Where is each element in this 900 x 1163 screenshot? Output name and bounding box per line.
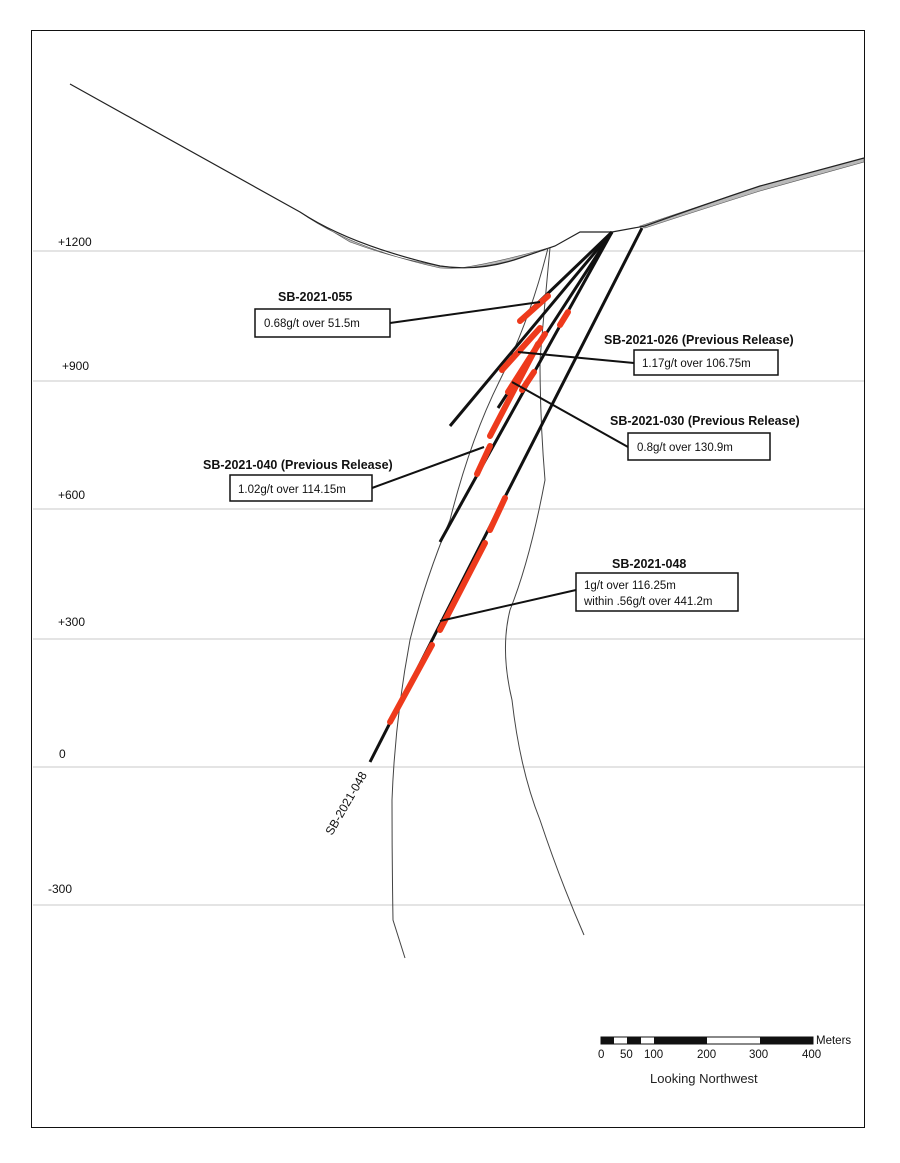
elevation-label: 0 — [59, 747, 66, 761]
topography — [69, 83, 865, 269]
hole-id-label: SB-2021-055 — [278, 290, 352, 304]
scale-bar-segment — [654, 1037, 707, 1044]
leader-055 — [389, 301, 541, 324]
interval-026 — [499, 325, 543, 373]
interval-048-b — [487, 495, 508, 533]
assay-text: 1g/t over 116.25m — [584, 580, 676, 592]
leader-lines — [371, 301, 635, 622]
elevation-label: +1200 — [58, 235, 92, 249]
scale-bar-segment — [760, 1037, 813, 1044]
interval-040-a — [487, 341, 541, 439]
view-direction-caption: Looking Northwest — [650, 1071, 758, 1086]
hole-id-label: SB-2021-040 (Previous Release) — [203, 458, 393, 472]
hole-id-label: SB-2021-026 (Previous Release) — [604, 333, 794, 347]
elevation-label: +900 — [62, 359, 89, 373]
topo-overburden-east — [639, 157, 865, 229]
elevation-label: +300 — [58, 615, 85, 629]
assay-text: within .56g/t over 441.2m — [583, 596, 713, 608]
scale-bar-unit: Meters — [816, 1035, 851, 1047]
scale-tick-label: 100 — [644, 1049, 663, 1061]
figure-frame — [31, 30, 865, 1128]
callout-sb-2021-048: SB-2021-048 1g/t over 116.25m within .56… — [575, 557, 739, 612]
scale-tick-label: 400 — [802, 1049, 821, 1061]
assay-box — [575, 572, 739, 612]
leader-040 — [371, 446, 485, 489]
assay-box — [627, 432, 771, 461]
interval-040-b — [474, 443, 493, 477]
interval-048-c — [437, 540, 488, 633]
elevation-label: +600 — [58, 488, 85, 502]
assay-box — [254, 308, 391, 338]
mineralized-intervals — [387, 293, 571, 725]
topo-overburden — [299, 211, 556, 269]
assay-text: 1.02g/t over 114.15m — [238, 484, 346, 496]
hole-id-label: SB-2021-048 — [612, 557, 686, 571]
assay-box — [633, 349, 779, 376]
interval-048-a — [519, 369, 537, 393]
interval-048-d — [387, 642, 435, 725]
interval-055-a — [517, 293, 551, 324]
callout-sb-2021-055: SB-2021-055 0.68g/t over 51.5m — [254, 290, 391, 338]
geological-contacts — [391, 247, 585, 959]
assay-box — [229, 474, 373, 502]
scale-tick-label: 200 — [697, 1049, 716, 1061]
elevation-labels: +1200 +900 +600 +300 0 -300 — [48, 235, 92, 896]
scale-tick-label: 300 — [749, 1049, 768, 1061]
assay-text: 0.68g/t over 51.5m — [264, 318, 360, 330]
assay-text: 0.8g/t over 130.9m — [637, 442, 733, 454]
scale-bar-segment — [601, 1037, 614, 1044]
leader-048 — [439, 589, 577, 622]
scale-bar-segment — [627, 1037, 641, 1044]
leader-026 — [517, 351, 635, 364]
scale-tick-label: 50 — [620, 1049, 633, 1061]
scale-tick-label: 0 — [598, 1049, 604, 1061]
drill-trace-026 — [448, 231, 614, 427]
assay-text: 1.17g/t over 106.75m — [642, 358, 751, 370]
callout-sb-2021-026: SB-2021-026 (Previous Release) 1.17g/t o… — [604, 333, 794, 376]
leader-030 — [511, 381, 629, 448]
trace-label-sb-2021-048: SB-2021-048 — [322, 769, 370, 838]
scale-bar: Meters 0 50 100 200 300 400 — [598, 1035, 851, 1061]
callout-sb-2021-040: SB-2021-040 (Previous Release) 1.02g/t o… — [203, 458, 393, 502]
topo-surface-line — [69, 83, 865, 269]
callout-sb-2021-030: SB-2021-030 (Previous Release) 0.8g/t ov… — [610, 414, 800, 461]
elevation-gridlines — [33, 250, 864, 906]
elevation-label: -300 — [48, 882, 72, 896]
hole-id-label: SB-2021-030 (Previous Release) — [610, 414, 800, 428]
contact-line-west — [391, 247, 549, 959]
interval-055-b — [557, 309, 571, 328]
